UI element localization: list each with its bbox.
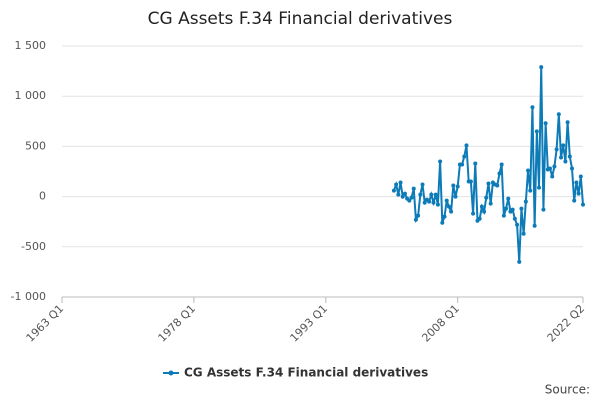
y-tick-label: -1 000 — [11, 290, 46, 303]
point — [413, 217, 418, 222]
point — [473, 161, 478, 166]
point — [440, 220, 445, 225]
point — [444, 198, 449, 203]
point — [530, 105, 535, 110]
point — [477, 216, 482, 221]
point — [451, 183, 456, 188]
point — [488, 201, 493, 206]
point — [548, 166, 553, 171]
point — [394, 182, 399, 187]
point — [433, 192, 438, 197]
point — [499, 162, 504, 167]
point — [468, 179, 473, 184]
point — [517, 259, 522, 264]
point — [578, 174, 583, 179]
point — [504, 206, 509, 211]
point — [550, 174, 555, 179]
point — [418, 192, 423, 197]
point — [554, 147, 559, 152]
x-tick-label: 2008 Q1 — [419, 302, 462, 345]
point — [479, 204, 484, 209]
point — [482, 209, 487, 214]
point — [523, 199, 528, 204]
point — [576, 191, 581, 196]
point — [556, 112, 561, 117]
y-tick-label: 1 000 — [15, 89, 47, 102]
point — [521, 231, 526, 236]
point — [400, 194, 405, 199]
x-tick-label: 1978 Q1 — [156, 302, 199, 345]
point — [442, 214, 447, 219]
y-tick-label: 1 500 — [15, 39, 47, 52]
point — [449, 209, 454, 214]
point — [519, 206, 524, 211]
point — [495, 183, 500, 188]
legend-marker — [168, 370, 174, 376]
point — [486, 181, 491, 186]
point — [543, 121, 548, 126]
point — [402, 191, 407, 196]
point — [552, 164, 557, 169]
source: Source: — [545, 383, 590, 397]
point — [526, 168, 531, 173]
point — [471, 211, 476, 216]
point — [506, 196, 511, 201]
point — [510, 207, 515, 212]
y-tick-label: -500 — [21, 240, 46, 253]
point — [462, 154, 467, 159]
point — [438, 159, 443, 164]
point — [411, 186, 416, 191]
x-tick-label: 2022 Q2 — [545, 302, 588, 345]
x-tick-label: 1993 Q1 — [288, 302, 331, 345]
point — [431, 200, 436, 205]
point — [435, 202, 440, 207]
point — [460, 162, 465, 167]
point — [572, 198, 577, 203]
point — [429, 192, 434, 197]
point — [539, 65, 544, 70]
point — [563, 159, 568, 164]
point — [537, 185, 542, 190]
point — [561, 143, 566, 148]
point — [409, 195, 414, 200]
point — [532, 223, 537, 228]
point — [446, 204, 451, 209]
point — [396, 192, 401, 197]
point — [391, 188, 396, 193]
point — [398, 180, 403, 185]
point — [407, 198, 412, 203]
point — [484, 195, 489, 200]
point — [515, 222, 520, 227]
point — [567, 154, 572, 159]
point — [559, 155, 564, 160]
point — [416, 213, 421, 218]
point — [581, 202, 585, 207]
chart-title: CG Assets F.34 Financial derivatives — [148, 9, 453, 29]
legend-label: CG Assets F.34 Financial derivatives — [184, 366, 428, 380]
point — [453, 194, 458, 199]
y-tick-label: 500 — [25, 139, 46, 152]
x-tick-label: 1963 Q1 — [24, 302, 67, 345]
point — [541, 207, 546, 212]
point — [501, 213, 506, 218]
point — [464, 143, 469, 148]
point — [422, 200, 427, 205]
y-tick-label: 0 — [39, 190, 46, 203]
point — [512, 216, 517, 221]
point — [570, 166, 575, 171]
point — [565, 120, 570, 125]
point — [497, 171, 502, 176]
point — [534, 129, 539, 134]
point — [455, 184, 460, 189]
point — [427, 199, 432, 204]
point — [574, 180, 579, 185]
point — [420, 182, 425, 187]
point — [528, 188, 533, 193]
